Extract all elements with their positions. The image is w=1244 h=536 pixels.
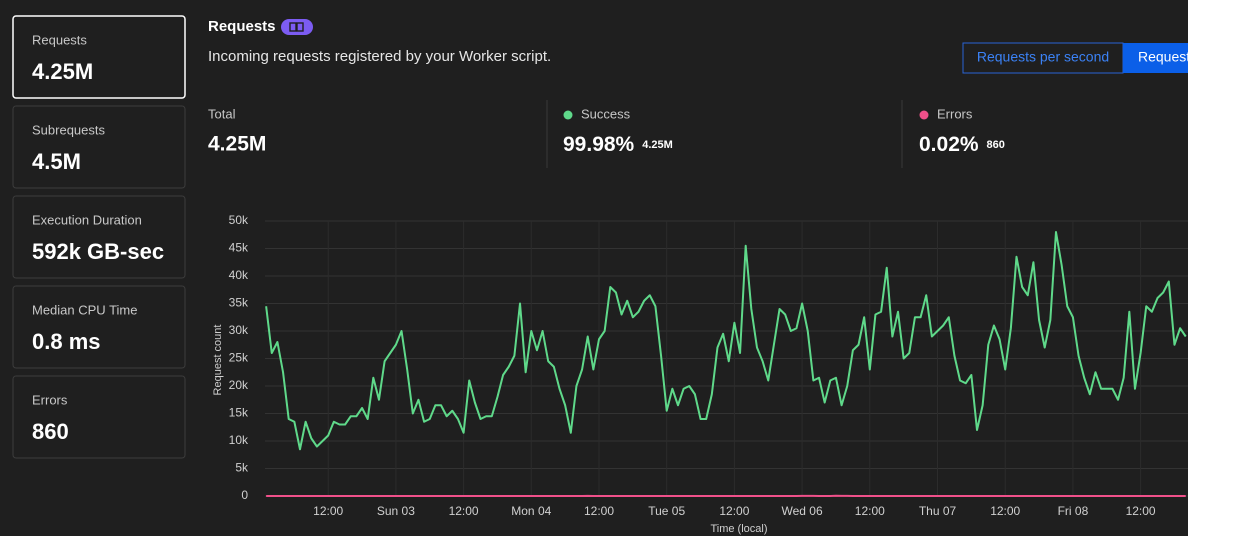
y-tick-label: 20k (229, 378, 249, 392)
y-tick-label: 15k (229, 406, 249, 420)
y-axis-label: Request count (212, 325, 224, 396)
series-line (265, 231, 1187, 451)
card-box (12, 195, 186, 279)
metric-card[interactable]: Subrequests 4.5M (12, 105, 186, 189)
stat-label: Total (208, 106, 236, 121)
card-label: Subrequests (32, 122, 105, 137)
card-box (12, 375, 186, 459)
y-tick-label: 35k (229, 296, 249, 310)
metric-card[interactable]: Requests 4.25M (12, 15, 186, 99)
card-value: 4.5M (32, 149, 81, 174)
y-tick-label: 45k (229, 241, 249, 255)
x-tick-label: Tue 05 (648, 504, 685, 518)
toggle-label: Requests per second (977, 49, 1109, 65)
x-tick-label: 12:00 (1126, 504, 1156, 518)
card-box (12, 105, 186, 189)
card-label: Median CPU Time (32, 302, 137, 317)
card-value: 4.25M (32, 59, 93, 84)
x-tick-label: 12:00 (990, 504, 1020, 518)
metric-card[interactable]: Errors 860 (12, 375, 186, 459)
x-tick-label: Wed 06 (782, 504, 823, 518)
card-box (12, 15, 186, 99)
metric-card[interactable]: Execution Duration 592k GB-sec (12, 195, 186, 279)
stat-value: 4.25M (208, 133, 266, 156)
x-tick-label: 12:00 (449, 504, 479, 518)
card-value: 860 (32, 419, 69, 444)
y-tick-label: 5k (235, 461, 249, 475)
legend-label: Errors (937, 106, 973, 121)
stat-value: 99.98% 4.25M (563, 133, 673, 156)
toggle-button[interactable] (1123, 43, 1223, 73)
toggle-label: Requests (1138, 49, 1197, 65)
stat-count: 860 (987, 139, 1005, 151)
x-tick-label: 12:00 (719, 504, 749, 518)
y-tick-label: 25k (229, 351, 249, 365)
x-tick-label: 12:00 (855, 504, 885, 518)
legend-label: Success (581, 106, 631, 121)
x-tick-label: 12:00 (313, 504, 343, 518)
stat-percent: 0.02% (919, 133, 979, 156)
card-label: Requests (32, 32, 87, 47)
x-tick-label: Fri 08 (1058, 504, 1089, 518)
y-tick-label: 0 (241, 488, 248, 502)
x-axis-label: Time (local) (710, 523, 767, 535)
stat-count: 4.25M (642, 139, 673, 151)
card-label: Execution Duration (32, 212, 142, 227)
y-tick-label: 40k (229, 268, 249, 282)
x-tick-label: 12:00 (584, 504, 614, 518)
panel-background (0, 0, 1188, 536)
section-title: Requests (208, 18, 276, 35)
legend-dot (563, 110, 573, 120)
y-tick-label: 50k (229, 213, 249, 227)
x-tick-label: Thu 07 (919, 504, 957, 518)
view-toggle: Requests per second Requests (962, 42, 1223, 74)
x-tick-label: Mon 04 (511, 504, 551, 518)
card-box (12, 285, 186, 369)
docs-badge[interactable] (281, 19, 313, 35)
y-tick-label: 30k (229, 323, 249, 337)
card-value: 592k GB-sec (32, 239, 164, 264)
stat-percent: 99.98% (563, 133, 635, 156)
stat-value: 0.02% 860 (919, 133, 1005, 156)
legend-dot (919, 110, 929, 120)
card-value: 0.8 ms (32, 329, 101, 354)
card-label: Errors (32, 392, 68, 407)
content: Requests Incoming requests registered by… (12, 15, 1223, 535)
y-tick-label: 10k (229, 433, 249, 447)
section-description: Incoming requests registered by your Wor… (208, 48, 551, 65)
metric-card[interactable]: Median CPU Time 0.8 ms (12, 285, 186, 369)
x-tick-label: Sun 03 (377, 504, 415, 518)
